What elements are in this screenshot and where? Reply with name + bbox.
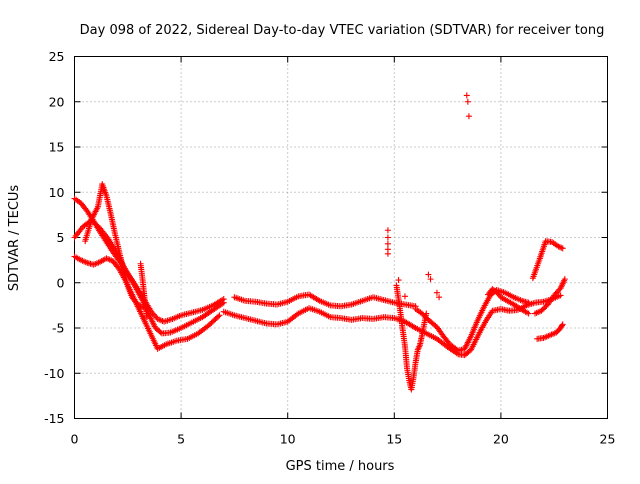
series-track-k bbox=[534, 321, 566, 342]
chart-title: Day 098 of 2022, Sidereal Day-to-day VTE… bbox=[80, 23, 605, 38]
data-point bbox=[384, 240, 391, 247]
data-point bbox=[215, 313, 222, 320]
data-point bbox=[220, 299, 227, 306]
data-point bbox=[427, 276, 434, 283]
y-axis-label: SDTVAR / TECUs bbox=[7, 185, 22, 292]
series-track-i bbox=[485, 286, 532, 317]
y-tick-label: -5 bbox=[52, 321, 64, 336]
y-tick-label: 15 bbox=[49, 140, 65, 155]
data-point bbox=[559, 245, 566, 252]
data-point bbox=[401, 293, 408, 300]
data-point bbox=[555, 243, 562, 250]
series-track-f bbox=[220, 292, 564, 359]
y-tick-label: -10 bbox=[44, 366, 64, 381]
data-point bbox=[425, 271, 432, 278]
plot-frame bbox=[74, 56, 608, 419]
x-tick-label: 20 bbox=[493, 432, 509, 447]
data-point bbox=[83, 206, 90, 213]
data-point bbox=[525, 299, 532, 306]
x-tick-label: 10 bbox=[280, 432, 296, 447]
x-tick-label: 0 bbox=[71, 432, 79, 447]
data-point bbox=[556, 244, 563, 251]
data-point bbox=[553, 289, 560, 296]
data-point bbox=[559, 321, 566, 328]
data-point bbox=[384, 227, 391, 234]
series-track-l bbox=[532, 276, 568, 317]
y-tick-label: 0 bbox=[57, 275, 65, 290]
data-point bbox=[558, 244, 565, 251]
data-point bbox=[561, 276, 568, 283]
data-point bbox=[94, 222, 101, 229]
y-tick-label: 5 bbox=[57, 230, 65, 245]
data-point bbox=[157, 329, 164, 336]
data-point bbox=[555, 288, 562, 295]
y-tick-label: 10 bbox=[49, 185, 65, 200]
x-tick-label: 15 bbox=[386, 432, 402, 447]
y-tick-label: 25 bbox=[49, 49, 65, 64]
data-point bbox=[92, 221, 99, 228]
data-point bbox=[433, 289, 440, 296]
data-point bbox=[551, 292, 558, 299]
data-point bbox=[150, 311, 157, 318]
series-track-e bbox=[137, 260, 150, 321]
data-point bbox=[559, 322, 566, 329]
data-point bbox=[525, 310, 532, 317]
data-point bbox=[216, 312, 223, 319]
series-track-b bbox=[71, 217, 227, 337]
series-track-h bbox=[412, 286, 532, 354]
series-isolated bbox=[384, 92, 472, 301]
series-track-m bbox=[393, 282, 430, 393]
axis-ticks: 0 5 10 15 20 25 25 20 15 10 5 0 -5 -10 -15 bbox=[44, 49, 615, 447]
data-point bbox=[436, 294, 443, 301]
x-tick-label: 5 bbox=[177, 432, 185, 447]
data-points bbox=[71, 92, 568, 393]
y-tick-label: -15 bbox=[44, 411, 64, 426]
data-point bbox=[384, 234, 391, 241]
data-point bbox=[465, 113, 472, 120]
data-point bbox=[384, 250, 391, 257]
data-point bbox=[517, 305, 524, 312]
data-point bbox=[143, 314, 150, 321]
series-track-j bbox=[529, 238, 566, 282]
data-point bbox=[95, 224, 102, 231]
data-point bbox=[552, 290, 559, 297]
y-tick-label: 20 bbox=[49, 94, 65, 109]
data-point bbox=[139, 303, 146, 310]
data-point bbox=[464, 98, 471, 105]
grid bbox=[74, 56, 608, 419]
x-tick-label: 25 bbox=[600, 432, 616, 447]
data-point bbox=[395, 277, 402, 284]
series-track-g bbox=[231, 291, 419, 310]
data-point bbox=[423, 310, 430, 317]
data-point bbox=[557, 292, 564, 299]
data-point bbox=[463, 92, 470, 99]
x-axis-label: GPS time / hours bbox=[286, 459, 395, 474]
data-point bbox=[152, 313, 159, 320]
